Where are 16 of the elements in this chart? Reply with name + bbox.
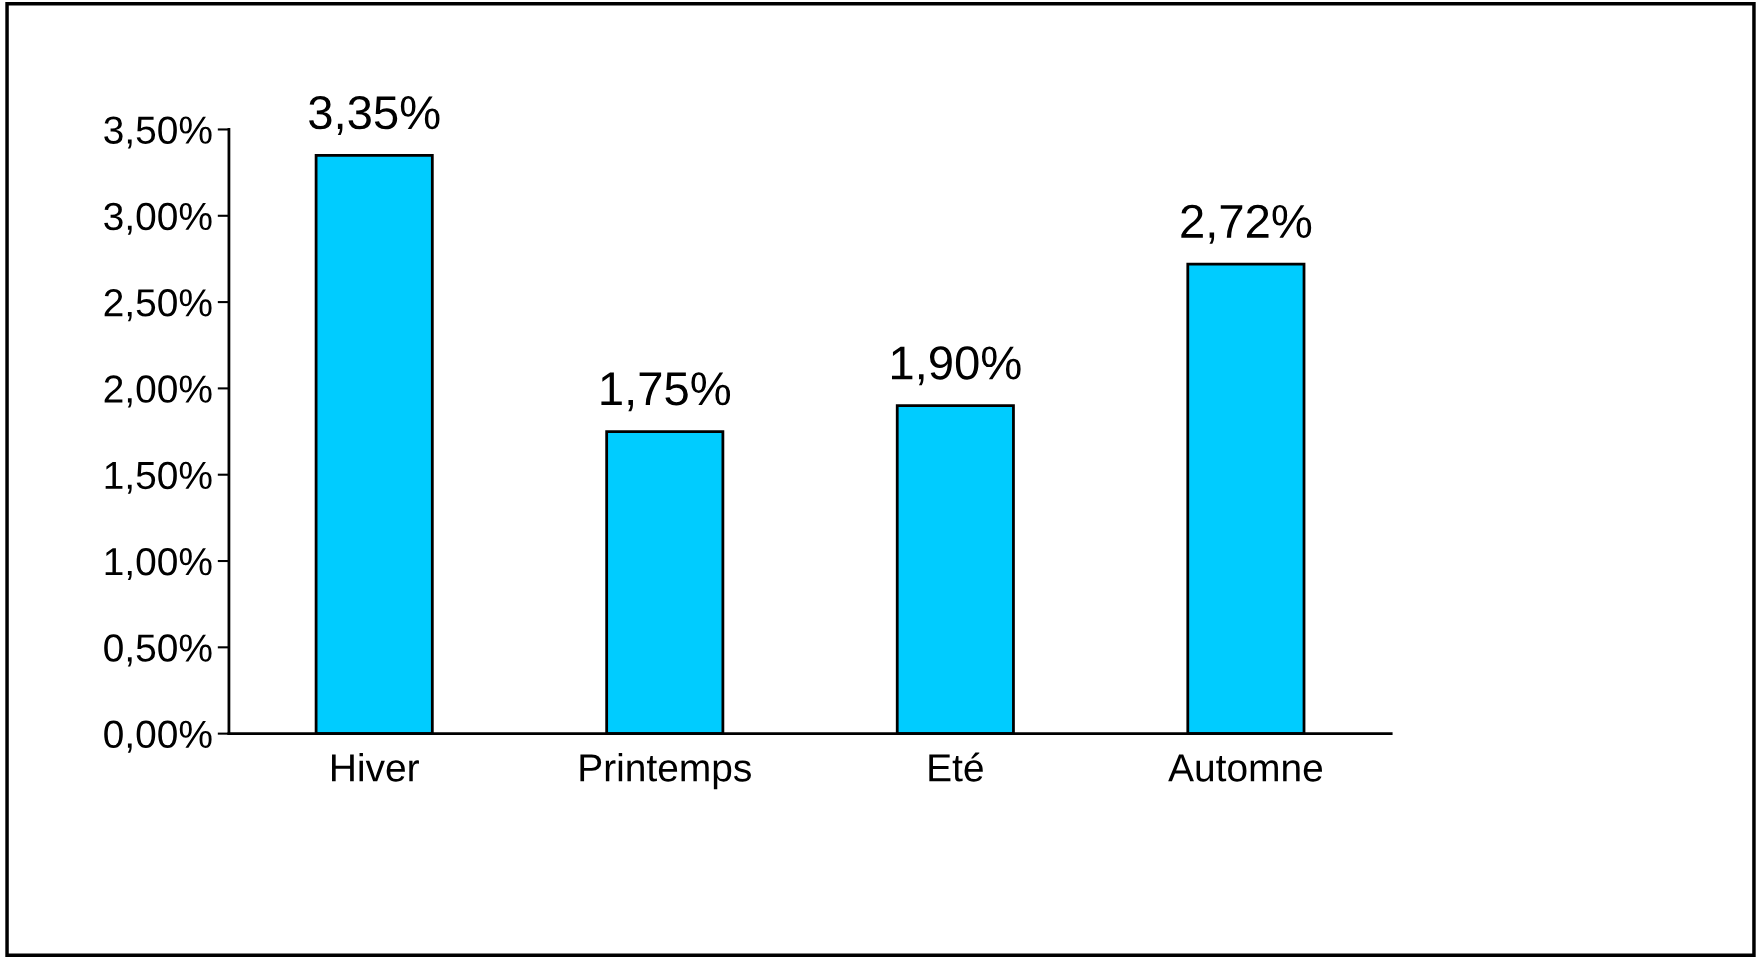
data-label: 1,75% xyxy=(601,372,731,412)
data-label: 2,72% xyxy=(1181,204,1312,244)
data-label: 1,90% xyxy=(892,346,1021,386)
x-tick-label: Eté xyxy=(929,752,983,782)
y-tick-label: 2,00% xyxy=(104,375,212,408)
y-tick-label: 3,00% xyxy=(104,202,212,235)
x-tick-label: Automne xyxy=(1168,754,1323,782)
y-tick-label: 3,50% xyxy=(104,116,212,149)
x-tick-label: Hiver xyxy=(332,753,419,782)
y-tick-label: 0,50% xyxy=(104,634,212,667)
y-tick-label: 2,50% xyxy=(104,289,212,322)
x-tick-label: Printemps xyxy=(580,753,751,790)
y-tick-label: 0,00% xyxy=(104,720,212,753)
y-tick-label: 1,00% xyxy=(105,547,212,581)
data-label: 3,35% xyxy=(309,95,440,135)
y-tick-label: 1,50% xyxy=(105,461,212,494)
